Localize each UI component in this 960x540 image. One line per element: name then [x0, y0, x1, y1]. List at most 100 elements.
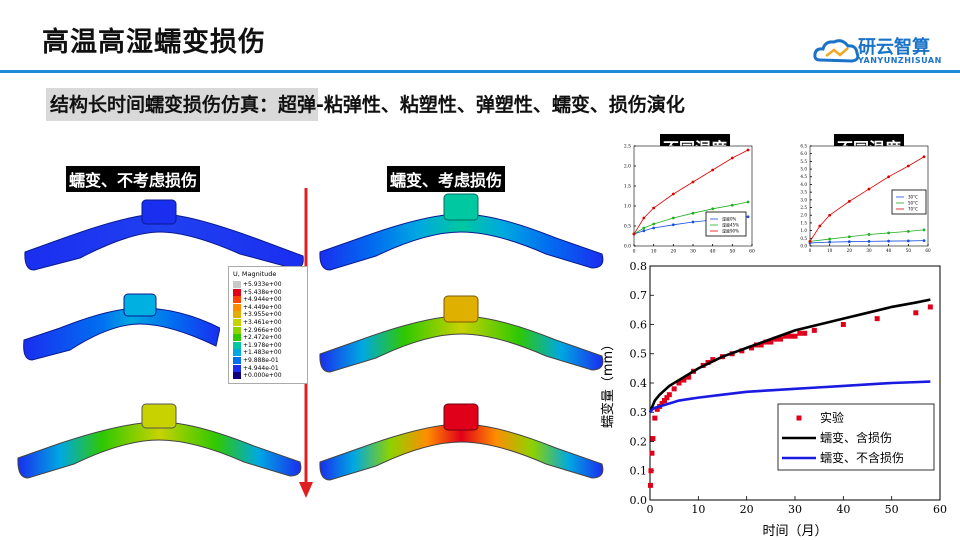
contour-legend: U, Magnitude +5.933e+00 +5.438e+00 +4.944e…: [228, 266, 308, 384]
data-point: [652, 226, 656, 230]
legend-row: +0.000e+00: [233, 372, 282, 380]
legend-value: +9.888e-01: [243, 357, 279, 364]
data-point: [758, 342, 764, 348]
data-point: [906, 164, 910, 168]
y-axis-label: 蠕变量（mm）: [600, 338, 616, 428]
y-tick-label: 4.5: [800, 174, 807, 179]
data-point: [746, 148, 750, 152]
fea-part-with-damage-3: [319, 403, 604, 481]
x-tick-label: 60: [933, 503, 947, 516]
y-tick-label: 0.0: [630, 494, 648, 507]
data-point: [787, 333, 793, 339]
label-with-damage: 蠕变、考虑损伤: [387, 166, 506, 192]
data-point: [649, 450, 655, 456]
subtitle: 结构长时间蠕变损伤仿真：超弹-粘弹性、粘塑性、弹塑性、蠕变、损伤演化: [50, 94, 685, 116]
data-point: [792, 333, 798, 339]
x-tick-label: 0: [647, 503, 654, 516]
y-tick-label: 6.5: [800, 143, 807, 148]
data-point: [922, 239, 926, 243]
legend-swatch: [233, 319, 241, 326]
legend-row: +4.944e+00: [233, 296, 282, 304]
x-tick-label: 60: [925, 248, 931, 253]
data-point: [642, 226, 646, 230]
series-line: [633, 149, 749, 235]
y-tick-label: 3.5: [800, 190, 807, 195]
data-point: [749, 345, 754, 351]
legend-entry: 湿度0%: [722, 215, 737, 221]
legend-row: +1.978e+00: [233, 341, 282, 349]
legend-entry: 湿度45%: [722, 221, 739, 227]
y-tick-label: 0.5: [800, 236, 807, 241]
data-point: [642, 216, 646, 220]
legend-row: +4.449e+00: [233, 303, 282, 311]
data-point: [922, 155, 926, 159]
data-point: [681, 377, 687, 383]
data-point: [768, 339, 774, 345]
legend-entry: 蠕变、含损伤: [820, 430, 892, 445]
data-point: [840, 322, 846, 327]
data-point: [746, 215, 750, 219]
legend-row: +4.944e-01: [233, 364, 279, 372]
legend-swatch: [233, 349, 241, 357]
x-tick-label: 50: [885, 503, 899, 516]
legend-value: +3.955e+00: [243, 311, 282, 319]
legend-swatch: [233, 311, 241, 319]
data-point: [887, 175, 891, 179]
data-point: [811, 327, 817, 333]
data-point: [828, 240, 832, 244]
y-tick-label: 0.7: [630, 289, 648, 302]
y-tick-label: 0.5: [630, 348, 648, 361]
legend-entry: 湿度90%: [722, 227, 739, 233]
slide-title: 高温高湿蠕变损伤: [42, 27, 266, 58]
legend-row: +9.888e-01: [233, 357, 279, 364]
legend-value: +5.438e+00: [243, 288, 282, 296]
y-tick-label: 2.0: [800, 213, 807, 218]
x-tick-label: 50: [729, 249, 735, 255]
fea-part-no-damage-2: [23, 293, 220, 361]
data-point: [710, 357, 716, 363]
data-point: [847, 235, 851, 239]
x-axis-label: 时间（月）: [762, 524, 827, 538]
cloud-logo-icon: [813, 39, 860, 63]
y-tick-label: 6.0: [800, 151, 807, 156]
y-tick-label: 1.5: [800, 220, 807, 225]
x-tick-label: 10: [651, 249, 657, 255]
legend-swatch: [233, 288, 241, 296]
y-tick-label: 0.0: [800, 243, 807, 248]
data-point: [730, 203, 734, 207]
y-tick-label: 4.0: [800, 182, 807, 187]
data-point: [654, 406, 660, 412]
label-no-damage: 蠕变、不考虑损伤: [66, 166, 201, 192]
x-tick-label: 60: [749, 249, 755, 255]
data-point: [686, 374, 692, 380]
x-tick-label: 10: [827, 248, 833, 253]
fea-part-no-damage-1: [24, 199, 304, 271]
x-tick-label: 20: [670, 249, 676, 255]
fea-part-with-damage-2: [319, 295, 604, 373]
data-point: [808, 239, 812, 243]
x-tick-label: 0: [633, 249, 636, 255]
x-tick-label: 30: [788, 503, 802, 516]
y-tick-label: 0.8: [630, 260, 648, 273]
data-point: [874, 316, 880, 322]
data-point: [773, 336, 779, 342]
legend-entry: 70°C: [908, 206, 918, 211]
logo-text: 研云智算: [858, 37, 930, 58]
data-point: [671, 216, 675, 220]
legend-row: +2.472e+00: [233, 334, 282, 342]
legend-value: +2.472e+00: [243, 334, 282, 342]
y-tick-label: 2.0: [624, 164, 631, 170]
data-point: [847, 240, 851, 244]
data-point: [913, 310, 919, 316]
data-point: [867, 187, 871, 191]
data-point: [671, 192, 675, 196]
legend-marker: [796, 415, 802, 421]
y-tick-label: 1.0: [624, 204, 631, 210]
legend-swatch: [233, 364, 241, 372]
chart-legend: [705, 211, 747, 237]
data-point: [711, 168, 715, 172]
data-point: [632, 232, 636, 236]
data-point: [652, 222, 656, 226]
legend-row: +5.438e+00: [233, 288, 282, 296]
data-point: [711, 207, 715, 211]
